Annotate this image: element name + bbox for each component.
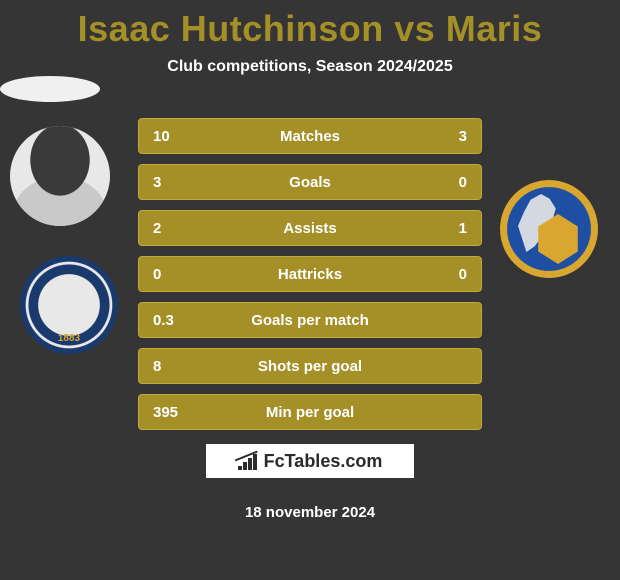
player-right-photo xyxy=(0,76,100,102)
stat-value-left: 395 xyxy=(153,404,213,421)
avatar-silhouette xyxy=(10,126,110,226)
date-text: 18 november 2024 xyxy=(0,504,620,521)
player-left-photo xyxy=(10,126,110,226)
stat-value-right: 0 xyxy=(407,266,467,283)
stat-label: Matches xyxy=(213,128,407,145)
stat-row: 10 Matches 3 xyxy=(138,118,482,154)
stat-label: Goals per match xyxy=(213,312,407,329)
stat-value-right: 0 xyxy=(407,174,467,191)
stat-row: 8 Shots per goal xyxy=(138,348,482,384)
stat-value-left: 0.3 xyxy=(153,312,213,329)
stat-label: Goals xyxy=(213,174,407,191)
page-title: Isaac Hutchinson vs Maris xyxy=(0,0,620,50)
bar-chart-icon xyxy=(238,452,258,470)
stat-value-right: 3 xyxy=(407,128,467,145)
stat-value-left: 3 xyxy=(153,174,213,191)
stat-label: Min per goal xyxy=(213,404,407,421)
fctables-link[interactable]: FcTables.com xyxy=(206,444,414,478)
stat-value-left: 8 xyxy=(153,358,213,375)
stat-value-left: 2 xyxy=(153,220,213,237)
stat-label: Hattricks xyxy=(213,266,407,283)
fctables-label: FcTables.com xyxy=(264,451,383,472)
stat-label: Assists xyxy=(213,220,407,237)
stat-value-left: 0 xyxy=(153,266,213,283)
stat-row: 395 Min per goal xyxy=(138,394,482,430)
club-badge-left xyxy=(20,256,118,354)
stat-row: 2 Assists 1 xyxy=(138,210,482,246)
stat-row: 0.3 Goals per match xyxy=(138,302,482,338)
subtitle: Club competitions, Season 2024/2025 xyxy=(0,58,620,76)
stat-value-right: 1 xyxy=(407,220,467,237)
stat-row: 0 Hattricks 0 xyxy=(138,256,482,292)
stats-table: 10 Matches 3 3 Goals 0 2 Assists 1 0 Hat… xyxy=(138,118,482,440)
stat-value-left: 10 xyxy=(153,128,213,145)
club-badge-right xyxy=(500,180,598,278)
stat-label: Shots per goal xyxy=(213,358,407,375)
stat-row: 3 Goals 0 xyxy=(138,164,482,200)
